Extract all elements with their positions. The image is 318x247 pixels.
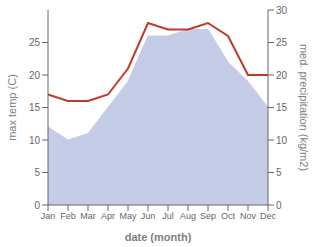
svg-text:5: 5 bbox=[276, 167, 282, 178]
svg-text:Oct: Oct bbox=[221, 211, 236, 221]
svg-text:15: 15 bbox=[276, 102, 288, 113]
svg-text:20: 20 bbox=[276, 70, 288, 81]
svg-text:Aug: Aug bbox=[180, 211, 196, 221]
svg-text:date (month): date (month) bbox=[125, 231, 192, 243]
svg-text:20: 20 bbox=[29, 70, 41, 81]
svg-text:Jan: Jan bbox=[41, 211, 56, 221]
svg-text:5: 5 bbox=[34, 167, 40, 178]
svg-text:10: 10 bbox=[276, 135, 288, 146]
svg-text:15: 15 bbox=[29, 102, 41, 113]
svg-text:10: 10 bbox=[29, 135, 41, 146]
svg-text:Jul: Jul bbox=[162, 211, 174, 221]
svg-text:Jun: Jun bbox=[141, 211, 156, 221]
svg-text:0: 0 bbox=[276, 200, 282, 211]
svg-text:Nov: Nov bbox=[240, 211, 257, 221]
svg-text:Apr: Apr bbox=[101, 211, 115, 221]
svg-text:Mar: Mar bbox=[80, 211, 96, 221]
svg-text:0: 0 bbox=[34, 200, 40, 211]
svg-text:Dec: Dec bbox=[260, 211, 277, 221]
svg-text:30: 30 bbox=[276, 5, 288, 16]
svg-text:25: 25 bbox=[276, 37, 288, 48]
svg-text:Sep: Sep bbox=[200, 211, 216, 221]
svg-text:May: May bbox=[119, 211, 137, 221]
svg-text:max temp (C): max temp (C) bbox=[6, 74, 18, 141]
svg-text:med. precipitation (kg/m2): med. precipitation (kg/m2) bbox=[298, 44, 310, 171]
svg-text:25: 25 bbox=[29, 37, 41, 48]
svg-text:Feb: Feb bbox=[60, 211, 76, 221]
